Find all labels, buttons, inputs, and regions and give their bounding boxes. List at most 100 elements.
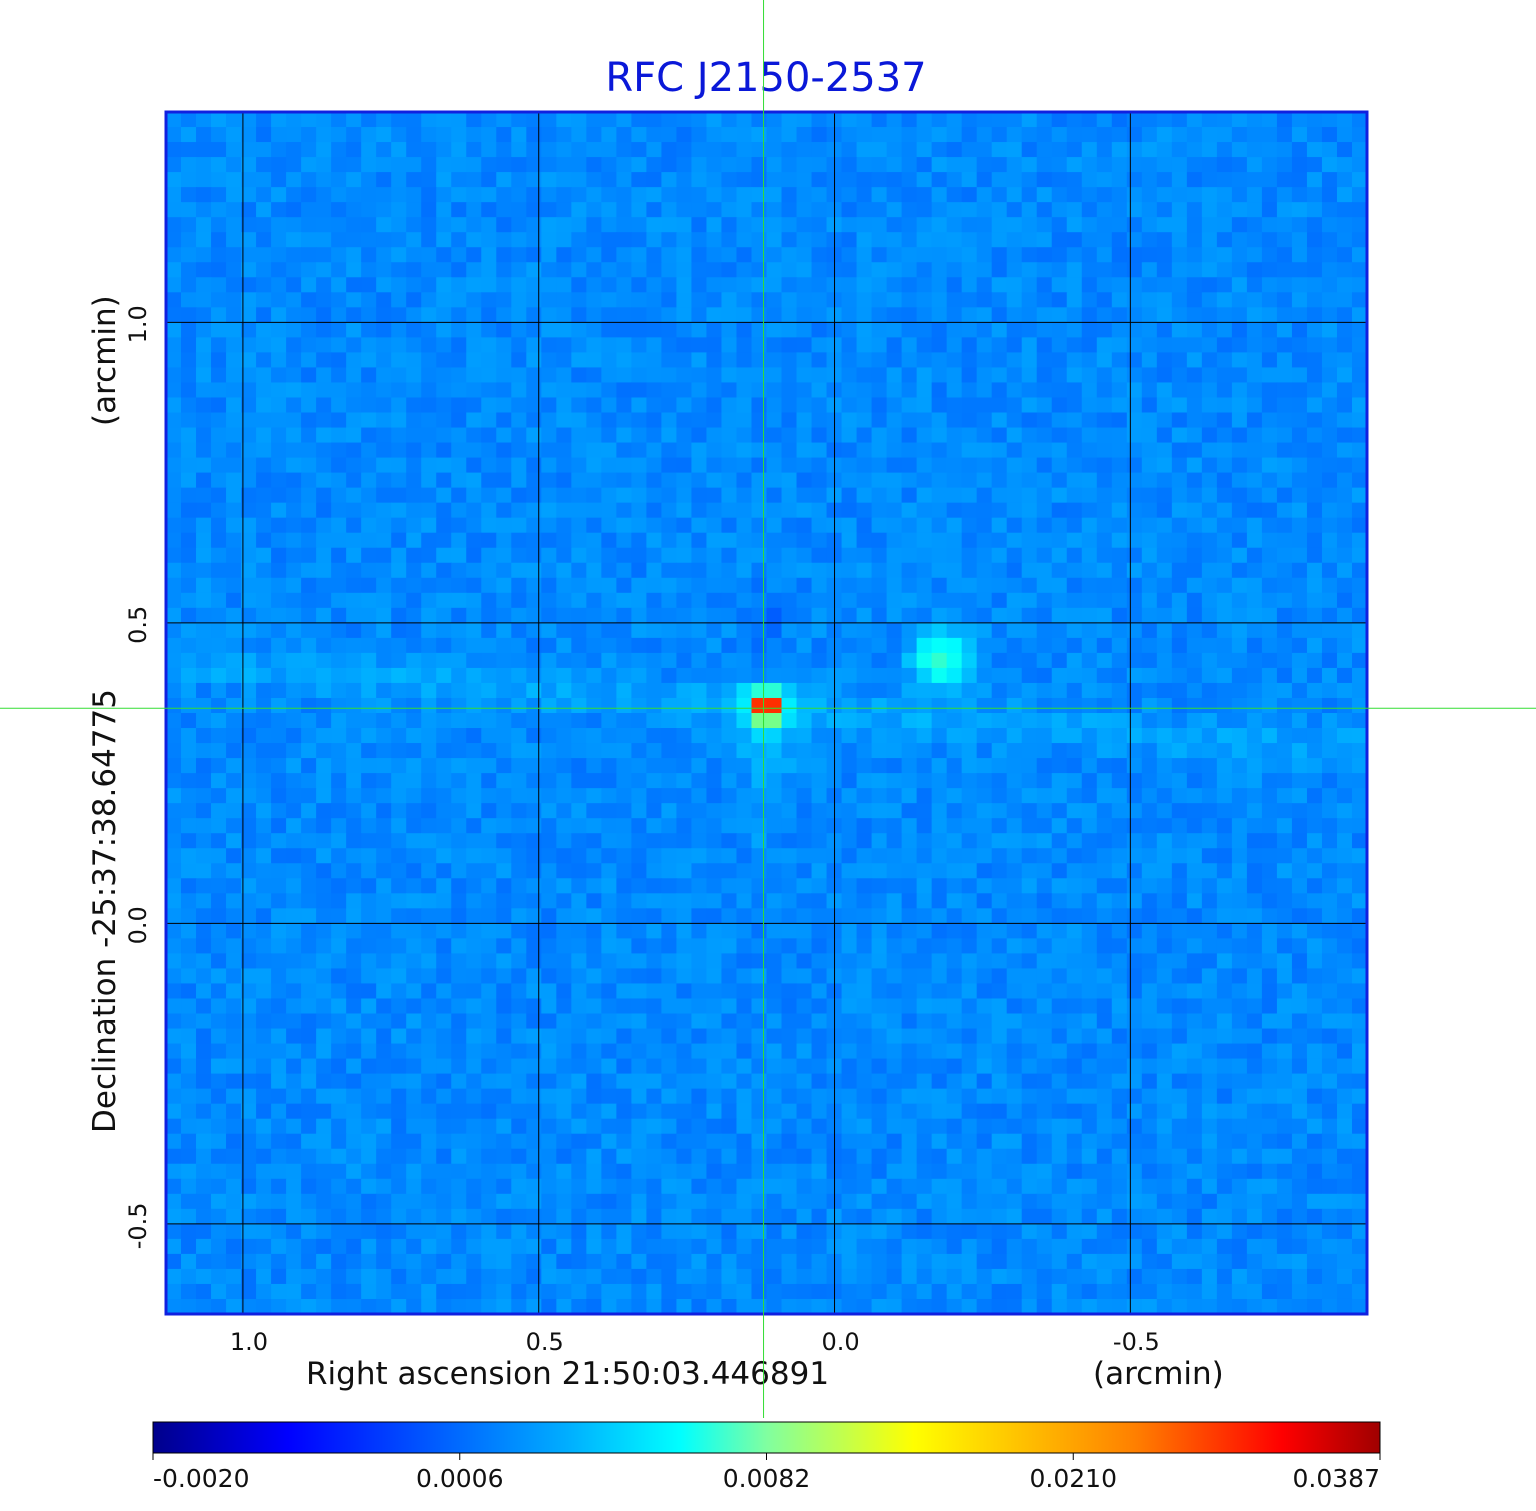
map-pixel xyxy=(361,968,377,985)
map-pixel xyxy=(211,923,227,939)
map-pixel xyxy=(1006,142,1023,158)
map-pixel xyxy=(391,848,407,864)
map-pixel xyxy=(316,938,332,955)
map-pixel xyxy=(616,983,632,1000)
map-pixel xyxy=(226,337,242,354)
map-pixel xyxy=(781,788,798,804)
map-pixel xyxy=(616,562,632,579)
map-pixel xyxy=(556,307,572,323)
map-pixel xyxy=(856,773,873,789)
map-pixel xyxy=(916,697,933,714)
map-pixel xyxy=(211,893,227,909)
map-pixel xyxy=(1246,472,1263,489)
map-pixel xyxy=(1021,592,1038,609)
map-pixel xyxy=(766,938,783,955)
map-pixel xyxy=(796,142,813,158)
map-pixel xyxy=(796,547,813,564)
map-pixel xyxy=(946,878,963,894)
map-pixel xyxy=(871,322,888,338)
map-pixel xyxy=(511,382,527,399)
map-pixel xyxy=(976,863,993,879)
map-pixel xyxy=(1276,457,1293,474)
map-pixel xyxy=(271,728,287,744)
map-pixel xyxy=(796,622,813,639)
map-pixel xyxy=(1141,172,1158,188)
map-pixel xyxy=(556,247,572,263)
map-pixel xyxy=(991,667,1008,684)
map-pixel xyxy=(916,502,933,519)
map-pixel xyxy=(841,1013,858,1030)
map-pixel xyxy=(1096,667,1113,684)
map-pixel xyxy=(751,697,768,714)
map-pixel xyxy=(811,713,828,729)
map-pixel xyxy=(346,142,362,158)
map-pixel xyxy=(886,547,903,564)
map-pixel xyxy=(601,412,617,429)
map-pixel xyxy=(391,397,407,414)
map-pixel xyxy=(901,187,918,203)
map-pixel xyxy=(646,172,663,188)
map-pixel xyxy=(1156,112,1173,128)
map-pixel xyxy=(271,172,287,188)
map-pixel xyxy=(841,863,858,879)
map-pixel xyxy=(436,352,452,369)
map-pixel xyxy=(616,577,632,594)
map-pixel xyxy=(1126,262,1143,278)
map-pixel xyxy=(946,472,963,489)
map-pixel xyxy=(481,412,497,429)
map-pixel xyxy=(406,532,422,549)
map-pixel xyxy=(181,532,197,549)
map-pixel xyxy=(301,652,317,669)
map-pixel xyxy=(1126,322,1143,338)
map-pixel xyxy=(541,412,557,429)
map-pixel xyxy=(781,277,798,293)
map-pixel xyxy=(1216,953,1233,970)
map-pixel xyxy=(271,247,287,263)
map-pixel xyxy=(1186,322,1203,338)
map-pixel xyxy=(676,247,693,263)
map-pixel xyxy=(421,202,437,218)
map-pixel xyxy=(646,322,663,338)
map-pixel xyxy=(226,112,242,128)
map-pixel xyxy=(1306,262,1323,278)
map-pixel xyxy=(481,172,497,188)
map-pixel xyxy=(571,938,587,955)
map-pixel xyxy=(1021,667,1038,684)
map-pixel xyxy=(1156,292,1173,308)
map-pixel xyxy=(1231,622,1248,639)
map-pixel xyxy=(286,607,302,624)
map-pixel xyxy=(856,923,873,939)
map-pixel xyxy=(496,577,512,594)
map-pixel xyxy=(1276,412,1293,429)
map-pixel xyxy=(706,848,723,864)
map-pixel xyxy=(961,487,978,504)
map-pixel xyxy=(301,427,317,444)
map-pixel xyxy=(691,818,708,834)
map-pixel xyxy=(1156,938,1173,955)
map-pixel xyxy=(1171,502,1188,519)
map-pixel xyxy=(1246,502,1263,519)
map-pixel xyxy=(1216,713,1233,729)
map-pixel xyxy=(871,923,888,939)
map-pixel xyxy=(961,908,978,924)
map-pixel xyxy=(196,532,212,549)
map-pixel xyxy=(886,773,903,789)
map-pixel xyxy=(466,262,482,278)
map-pixel xyxy=(376,1013,392,1030)
map-pixel xyxy=(556,232,572,248)
map-pixel xyxy=(886,262,903,278)
map-pixel xyxy=(1321,667,1338,684)
map-pixel xyxy=(1321,142,1338,158)
map-pixel xyxy=(571,112,587,128)
map-pixel xyxy=(1306,427,1323,444)
map-pixel xyxy=(556,998,572,1015)
map-pixel xyxy=(946,607,963,624)
map-pixel xyxy=(166,112,182,128)
map-pixel xyxy=(1081,637,1098,654)
map-pixel xyxy=(781,367,798,384)
map-pixel xyxy=(946,622,963,639)
map-pixel xyxy=(1021,697,1038,714)
map-pixel xyxy=(1321,562,1338,579)
map-pixel xyxy=(631,112,647,128)
map-pixel xyxy=(1186,142,1203,158)
